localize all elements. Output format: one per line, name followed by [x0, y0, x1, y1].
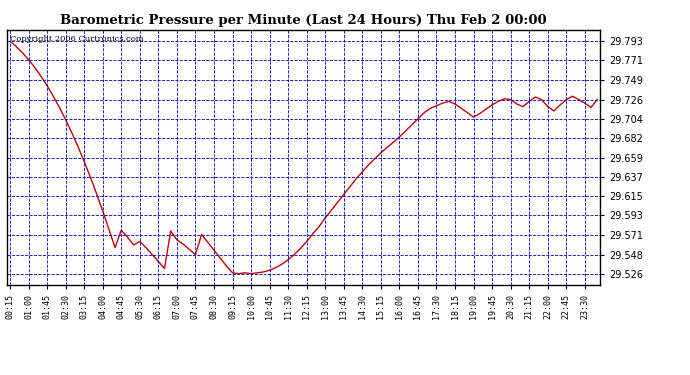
Text: Copyright 2006 Curtronics.com: Copyright 2006 Curtronics.com: [10, 35, 144, 43]
Title: Barometric Pressure per Minute (Last 24 Hours) Thu Feb 2 00:00: Barometric Pressure per Minute (Last 24 …: [60, 15, 547, 27]
